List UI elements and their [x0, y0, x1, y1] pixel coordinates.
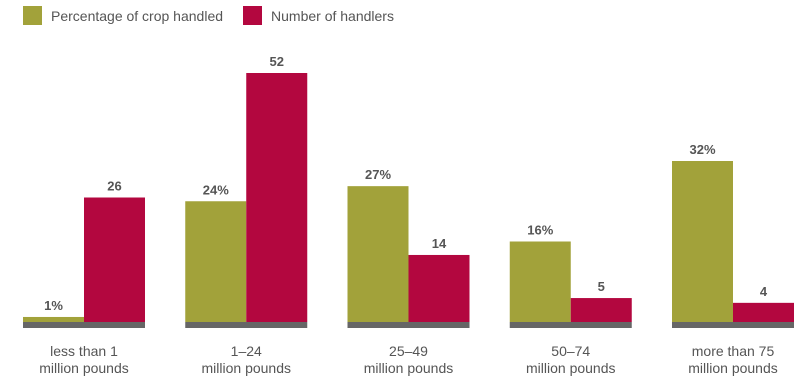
category-label: 25–49: [389, 343, 428, 359]
legend-swatch-percentage: [23, 6, 42, 25]
bar-handlers: [246, 73, 308, 322]
data-label-percentage: 27%: [365, 167, 391, 182]
baseline-segment: [185, 322, 308, 328]
category-label: 1–24: [231, 343, 262, 359]
category-label: million pounds: [202, 360, 292, 376]
category-label: less than 1: [50, 343, 118, 359]
data-label-handlers: 26: [107, 179, 121, 194]
baseline-segment: [509, 322, 632, 328]
data-label-percentage: 32%: [689, 142, 715, 157]
category-label: 50–74: [551, 343, 590, 359]
bar-percentage: [509, 241, 571, 322]
legend-label-handlers: Number of handlers: [271, 7, 394, 24]
legend-label-percentage: Percentage of crop handled: [51, 7, 224, 24]
data-label-handlers: 52: [270, 54, 284, 69]
baseline-segment: [347, 322, 470, 328]
baseline-segment: [672, 322, 794, 328]
data-label-percentage: 1%: [44, 298, 63, 313]
category-label: more than 75: [692, 343, 775, 359]
bar-percentage: [347, 186, 409, 322]
data-label-handlers: 5: [598, 279, 605, 294]
bar-percentage: [185, 201, 247, 322]
bar-percentage: [672, 161, 733, 322]
legend-swatch-handlers: [243, 6, 263, 25]
data-label-percentage: 16%: [527, 223, 553, 238]
bar-percentage: [23, 316, 84, 322]
data-label-percentage: 24%: [203, 182, 229, 197]
bar-handlers: [84, 197, 145, 322]
bar-handlers: [570, 298, 632, 322]
data-label-handlers: 14: [432, 236, 447, 251]
data-label-handlers: 4: [760, 284, 768, 299]
legend-item-percentage: Percentage of crop handled: [23, 6, 223, 25]
category-label: million pounds: [688, 360, 778, 376]
bar-handlers: [733, 302, 794, 322]
legend-item-handlers: Number of handlers: [243, 6, 394, 25]
category-label: million pounds: [39, 360, 129, 376]
legend: Percentage of crop handled Number of han…: [23, 6, 414, 25]
category-label: million pounds: [526, 360, 616, 376]
bar-handlers: [408, 254, 470, 322]
category-label: million pounds: [364, 360, 454, 376]
baseline-segment: [23, 322, 145, 328]
